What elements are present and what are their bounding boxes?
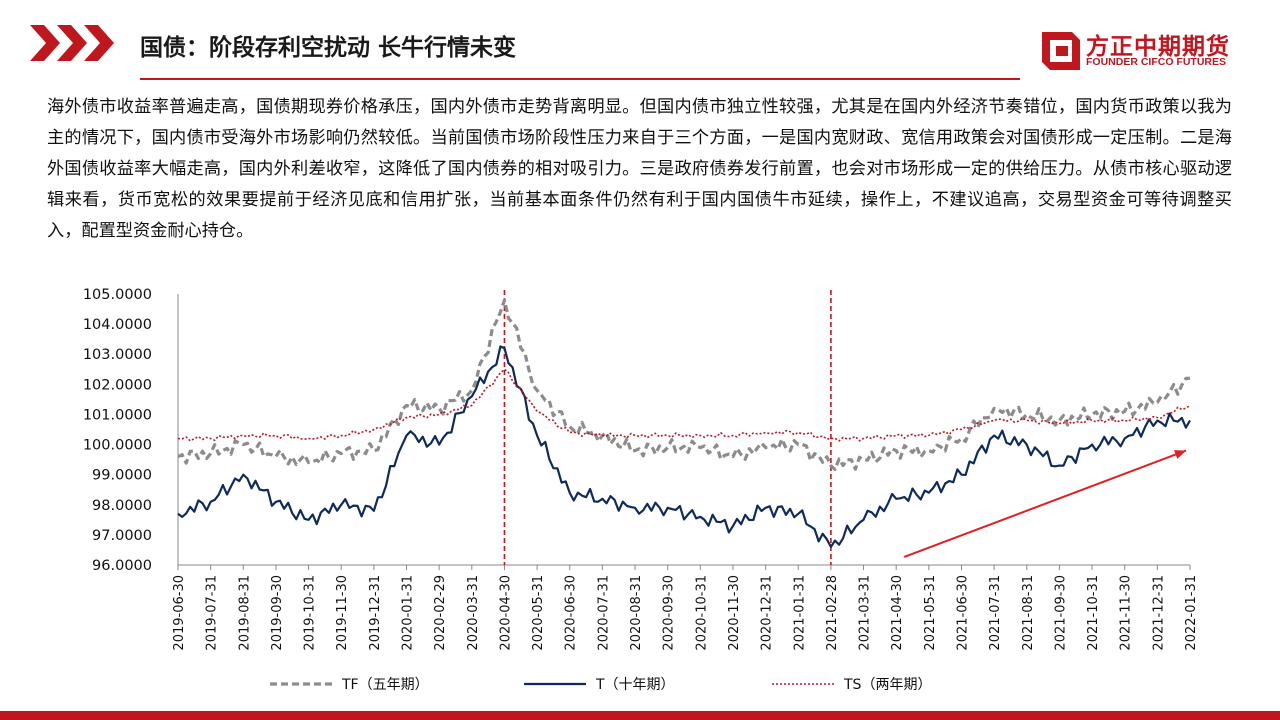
x-tick-label: 2021-06-30 xyxy=(955,575,970,651)
x-tick-label: 2020-01-31 xyxy=(401,575,416,651)
series-line-tf xyxy=(177,298,1191,472)
x-tick-label: 2021-09-30 xyxy=(1053,575,1068,651)
analysis-paragraph: 海外债市收益率普遍走高，国债期现券价格承压，国内外债市走势背离明显。但国内债市独… xyxy=(47,97,1232,241)
series-line-t xyxy=(177,345,1191,548)
x-tick-label: 2020-03-31 xyxy=(466,575,481,651)
x-tick-label: 2019-07-31 xyxy=(205,575,220,651)
x-tick-label: 2021-02-28 xyxy=(825,575,840,651)
x-tick-label: 2020-08-31 xyxy=(629,575,644,651)
x-tick-label: 2022-01-31 xyxy=(1184,575,1199,651)
founder-logo-icon xyxy=(1042,32,1080,70)
y-tick-label: 103.0000 xyxy=(83,347,152,363)
series-lines xyxy=(177,298,1191,548)
x-tick-label: 2021-01-31 xyxy=(792,575,807,651)
bond-futures-line-chart: 105.0000 104.0000 103.0000 102.0000 101.0000… xyxy=(83,287,1199,693)
y-tick-label: 105.0000 xyxy=(83,287,152,303)
x-axis: 2019-06-30 2019-07-31 2019-08-31 2019-09-30… xyxy=(172,564,1199,651)
y-tick-label: 98.0000 xyxy=(92,498,152,514)
x-tick-label: 2021-03-31 xyxy=(858,575,873,651)
x-tick-label: 2021-11-30 xyxy=(1119,575,1134,651)
x-tick-label: 2019-06-30 xyxy=(172,575,187,651)
x-tick-label: 2019-12-31 xyxy=(368,575,383,651)
trend-arrow-shaft xyxy=(903,449,1187,558)
x-tick-label: 2021-10-31 xyxy=(1086,575,1101,651)
y-tick-label: 99.0000 xyxy=(92,468,152,484)
legend: TF（五年期） T（十年期） TS（两年期） xyxy=(270,677,931,693)
y-tick-label: 100.0000 xyxy=(83,438,152,454)
y-tick-label: 101.0000 xyxy=(83,407,152,423)
x-tick-label: 2021-05-31 xyxy=(923,575,938,651)
x-tick-label: 2020-12-31 xyxy=(760,575,775,651)
x-tick-label: 2020-07-31 xyxy=(596,575,611,651)
x-tick-label: 2019-10-31 xyxy=(303,575,318,651)
x-tick-label: 2020-09-30 xyxy=(662,575,677,651)
logo-name-en: FOUNDER CIFCO FUTURES xyxy=(1086,56,1226,68)
annotations xyxy=(503,290,1187,565)
y-tick-label: 97.0000 xyxy=(92,528,152,544)
trend-arrow-head-icon xyxy=(1174,450,1186,459)
x-tick-label: 2019-08-31 xyxy=(237,575,252,651)
x-tick-label: 2020-06-30 xyxy=(564,575,579,651)
x-tick-label: 2020-05-31 xyxy=(531,575,546,651)
x-tick-label: 2021-04-30 xyxy=(890,575,905,651)
x-tick-label: 2021-08-31 xyxy=(1021,575,1036,651)
x-tick-label: 2019-09-30 xyxy=(270,575,285,651)
header-chevrons-icon xyxy=(30,25,114,61)
x-tick-label: 2021-07-31 xyxy=(988,575,1003,651)
legend-label: T（十年期） xyxy=(595,677,675,693)
y-tick-label: 96.0000 xyxy=(92,558,152,574)
legend-label: TF（五年期） xyxy=(341,677,429,693)
x-tick-label: 2019-11-30 xyxy=(335,575,350,651)
x-tick-label: 2020-04-30 xyxy=(498,575,513,651)
x-tick-label: 2020-10-31 xyxy=(694,575,709,651)
x-tick-label: 2021-12-31 xyxy=(1151,575,1166,651)
legend-label: TS（两年期） xyxy=(843,677,931,693)
x-tick-label: 2020-02-29 xyxy=(433,575,448,651)
header-divider xyxy=(140,78,1020,80)
y-tick-label: 104.0000 xyxy=(83,317,152,333)
logo-name-cn: 方正中期期货 xyxy=(1086,34,1230,60)
series-line-ts xyxy=(177,368,1191,442)
footer-band xyxy=(0,711,1280,720)
page-title: 国债：阶段存利空扰动 长牛行情未变 xyxy=(140,35,517,61)
y-tick-label: 102.0000 xyxy=(83,377,152,393)
y-axis: 105.0000 104.0000 103.0000 102.0000 101.0000… xyxy=(83,287,179,574)
x-tick-label: 2020-11-30 xyxy=(727,575,742,651)
